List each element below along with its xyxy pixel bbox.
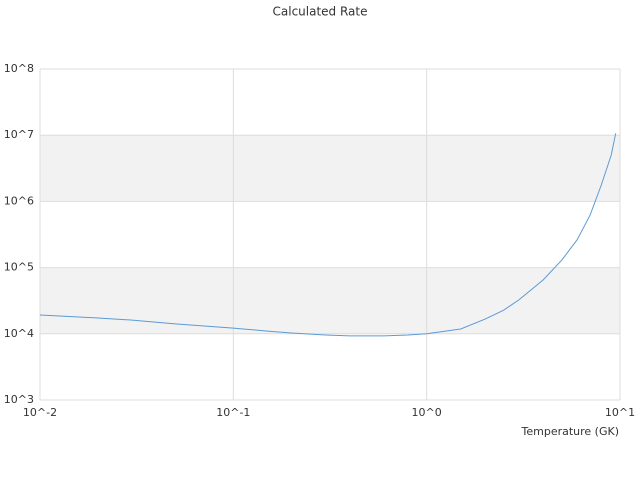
- chart-title: Calculated Rate: [273, 5, 368, 19]
- x-tick-label: 10^1: [605, 406, 635, 419]
- y-tick-label: 10^5: [4, 261, 34, 274]
- x-tick-label: 10^-1: [216, 406, 250, 419]
- y-tick-label: 10^6: [4, 194, 34, 207]
- y-tick-label: 10^8: [4, 62, 34, 75]
- y-tick-label: 10^4: [4, 327, 34, 340]
- y-tick-label: 10^7: [4, 128, 34, 141]
- x-tick-label: 10^-2: [23, 406, 57, 419]
- grid-band: [40, 135, 620, 202]
- x-axis-label: Temperature (GK): [521, 425, 620, 438]
- x-tick-label: 10^0: [412, 406, 442, 419]
- grid-band: [40, 267, 620, 334]
- y-tick-label: 10^3: [4, 393, 34, 406]
- data-line: [39, 133, 617, 337]
